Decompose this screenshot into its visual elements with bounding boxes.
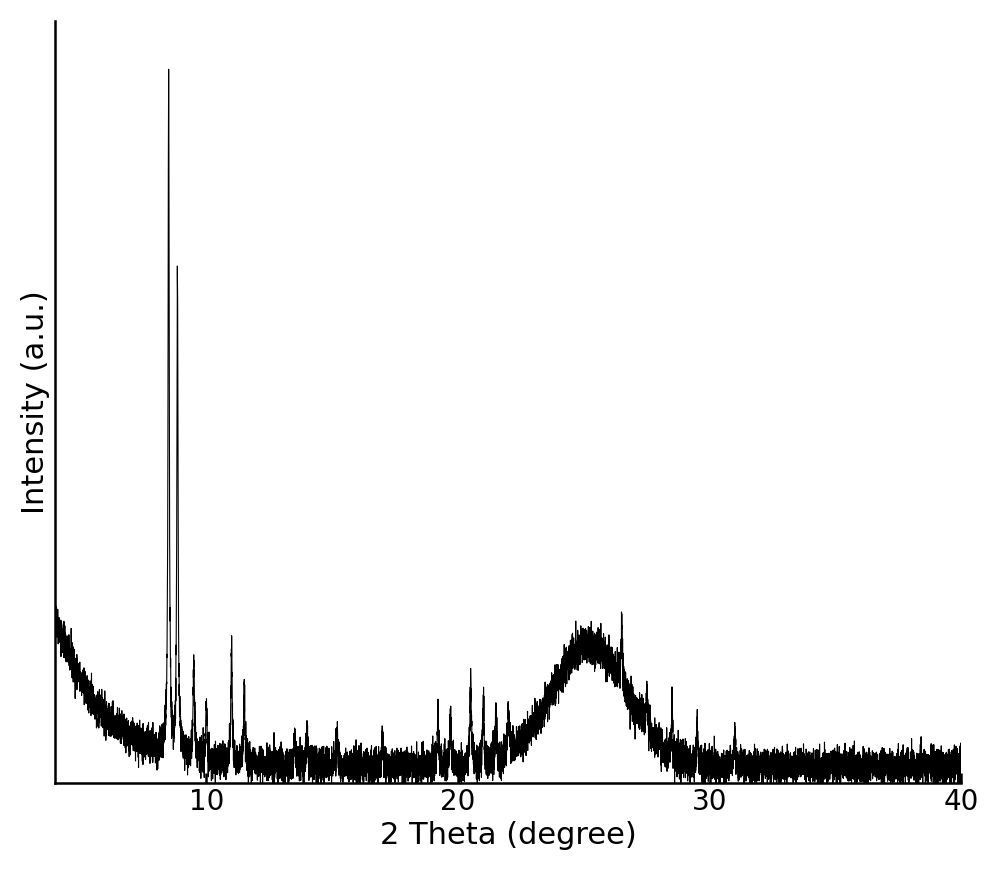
- Y-axis label: Intensity (a.u.): Intensity (a.u.): [21, 290, 50, 514]
- X-axis label: 2 Theta (degree): 2 Theta (degree): [380, 821, 637, 850]
